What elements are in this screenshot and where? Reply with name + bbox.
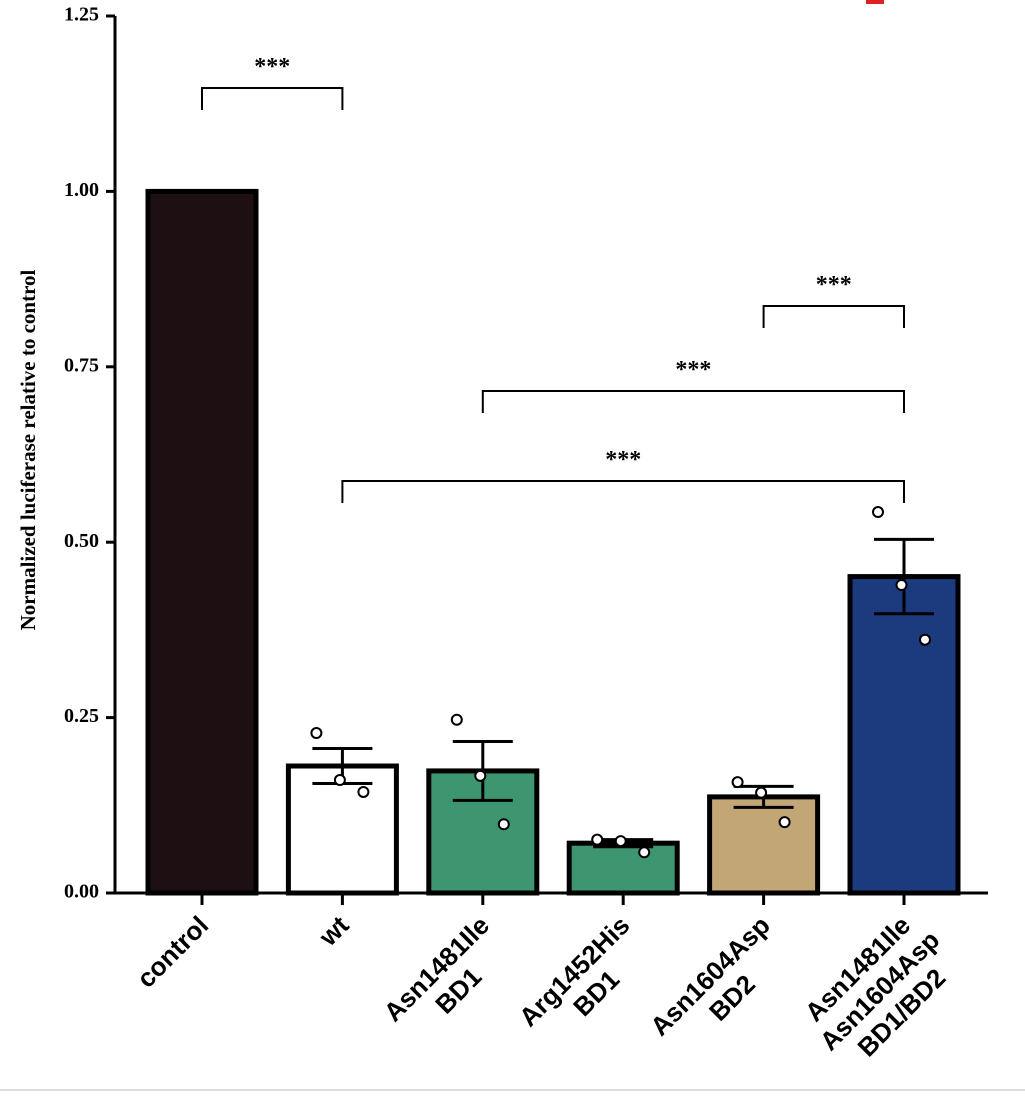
x-tick-label: wt [312,910,355,953]
data-point [497,818,510,831]
data-point [778,816,791,829]
error-bar [874,537,934,616]
data-point [638,846,651,859]
y-tick-label: 0.50 [64,530,99,552]
data-point [731,776,744,789]
x-tick-label: Asn1604AspBD2 [644,910,797,1063]
significance-label: *** [816,272,852,298]
x-tick-label: Asn1481IleBD1 [378,910,517,1049]
data-point [450,713,463,726]
y-tick-label: 1.00 [64,179,99,201]
data-point [357,785,370,798]
significance-bracket [762,305,905,328]
data-point [310,727,323,740]
data-point [919,633,931,646]
data-point [591,833,604,846]
bar [145,188,259,896]
data-point [872,506,884,519]
y-axis-label: Normalized luciferase relative to contro… [16,269,40,630]
bar [707,794,821,896]
data-point [333,774,346,787]
decoration [866,0,884,4]
x-tick-label: Asn1481IleAsn1604AspBD1/BD2 [792,903,967,1078]
y-tick-label: 0.00 [64,881,99,903]
x-tick-label: control [131,910,215,994]
x-tick-label: Arg1452HisBD1 [513,910,657,1054]
data-point [755,786,768,799]
significance-label: *** [605,447,641,473]
significance-bracket [341,480,905,503]
y-tick-label: 0.25 [64,705,99,727]
data-point [474,769,487,782]
y-tick-label: 1.25 [64,4,99,26]
data-point [614,835,627,848]
bar [566,840,680,896]
significance-label: *** [675,357,711,383]
y-tick-label: 0.75 [64,354,99,376]
significance-bracket [481,390,905,413]
bar [847,574,961,896]
significance-bracket [201,87,344,110]
significance-label: *** [254,54,290,80]
data-point [895,578,908,591]
